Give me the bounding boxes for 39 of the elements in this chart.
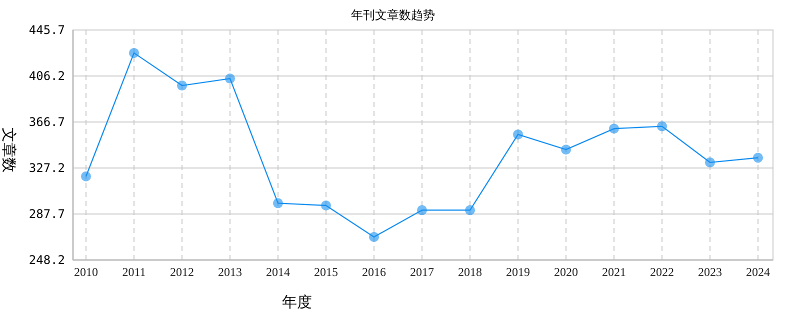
point xyxy=(753,152,763,163)
point xyxy=(273,198,283,208)
x-tick-label: 2018 xyxy=(458,265,482,279)
point xyxy=(177,80,187,91)
y-tick-label: 366.7 xyxy=(28,115,65,129)
x-tick-label: 2021 xyxy=(602,265,626,279)
x-tick-label: 2012 xyxy=(170,265,194,279)
x-tick-label: 2020 xyxy=(554,265,578,279)
point xyxy=(657,121,667,132)
point xyxy=(321,200,331,210)
y-tick-label: 445.7 xyxy=(28,23,65,37)
point xyxy=(705,157,715,168)
point xyxy=(129,48,139,58)
point xyxy=(465,205,475,216)
x-tick-label: 2017 xyxy=(410,265,434,279)
x-tick-label: 2014 xyxy=(266,265,290,279)
x-tick-label: 2019 xyxy=(506,265,530,279)
chart-title: 年刊文章数趋势 xyxy=(351,8,435,22)
x-tick-label: 2010 xyxy=(74,265,98,279)
point xyxy=(225,74,235,84)
point xyxy=(369,232,379,242)
x-tick-label: 2011 xyxy=(122,265,146,279)
x-tick-label: 2013 xyxy=(218,265,242,279)
point xyxy=(81,171,91,182)
y-tick-label: 327.2 xyxy=(28,161,65,175)
y-tick-label: 406.2 xyxy=(28,69,65,83)
point xyxy=(513,129,523,140)
x-tick-label: 2015 xyxy=(314,265,338,279)
y-tick-label: 248.2 xyxy=(28,253,65,267)
y-axis-title: 文章数 xyxy=(0,128,18,172)
x-tick-label: 2016 xyxy=(362,265,386,279)
y-tick-label: 287.7 xyxy=(28,207,65,221)
x-tick-label: 2024 xyxy=(746,265,770,279)
point xyxy=(609,124,619,134)
x-axis-title: 年度 xyxy=(282,293,312,311)
x-tick-label: 2022 xyxy=(650,265,674,279)
x-tick-label: 2023 xyxy=(698,265,722,279)
point xyxy=(561,144,571,155)
point xyxy=(417,205,427,216)
